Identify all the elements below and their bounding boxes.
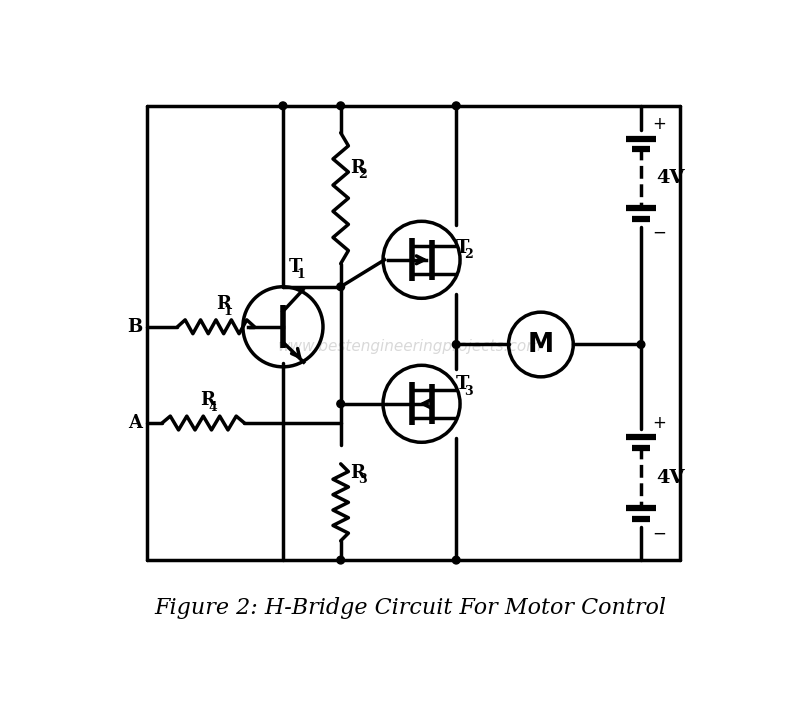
Text: M: M xyxy=(528,331,554,357)
Text: R: R xyxy=(201,391,215,409)
Text: R: R xyxy=(350,463,365,482)
Text: +: + xyxy=(652,115,666,133)
Text: −: − xyxy=(652,224,666,242)
Text: 3: 3 xyxy=(358,473,366,486)
Circle shape xyxy=(452,102,460,110)
Circle shape xyxy=(452,340,460,348)
Text: T: T xyxy=(456,375,470,393)
Text: 4V: 4V xyxy=(657,169,685,187)
Circle shape xyxy=(337,556,345,564)
Circle shape xyxy=(637,340,645,348)
Circle shape xyxy=(452,556,460,564)
Text: 3: 3 xyxy=(464,385,473,397)
Text: 4V: 4V xyxy=(657,469,685,486)
Text: R: R xyxy=(216,295,231,313)
Circle shape xyxy=(337,283,345,291)
Text: A: A xyxy=(128,414,142,432)
Text: 4: 4 xyxy=(208,401,217,413)
Text: B: B xyxy=(126,318,142,336)
Circle shape xyxy=(337,102,345,110)
Text: T: T xyxy=(289,258,302,276)
Text: 1: 1 xyxy=(224,305,233,317)
Circle shape xyxy=(279,102,287,110)
Text: +: + xyxy=(652,414,666,432)
Text: 2: 2 xyxy=(358,168,366,181)
Text: 2: 2 xyxy=(464,249,473,261)
Text: −: − xyxy=(652,524,666,542)
Text: Figure 2: H-Bridge Circuit For Motor Control: Figure 2: H-Bridge Circuit For Motor Con… xyxy=(154,597,666,619)
Text: R: R xyxy=(350,159,365,177)
Circle shape xyxy=(337,400,345,408)
Text: 1: 1 xyxy=(297,267,306,281)
Text: www.bestengineeringprojects.com: www.bestengineeringprojects.com xyxy=(278,338,542,354)
Text: T: T xyxy=(456,239,470,257)
